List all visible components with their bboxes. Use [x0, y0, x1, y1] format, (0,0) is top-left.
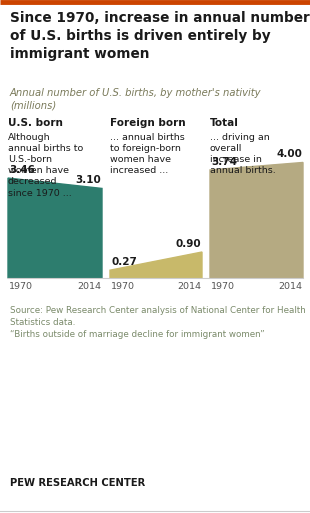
Text: 2014: 2014: [278, 282, 302, 291]
Text: 1970: 1970: [9, 282, 33, 291]
Text: 2014: 2014: [177, 282, 201, 291]
Text: Total: Total: [210, 118, 239, 128]
Polygon shape: [210, 163, 303, 278]
Text: ... annual births
to foreign-born
women have
increased ...: ... annual births to foreign-born women …: [110, 133, 185, 175]
Text: 4.00: 4.00: [276, 149, 302, 160]
Text: 1970: 1970: [111, 282, 135, 291]
Polygon shape: [8, 178, 102, 278]
Text: Although
annual births to
U.S.-born
women have
decreased
since 1970 ...: Although annual births to U.S.-born wome…: [8, 133, 83, 198]
Text: Foreign born: Foreign born: [110, 118, 186, 128]
Text: 2014: 2014: [77, 282, 101, 291]
Text: Since 1970, increase in annual number
of U.S. births is driven entirely by
immig: Since 1970, increase in annual number of…: [10, 11, 310, 61]
Text: Annual number of U.S. births, by mother's nativity
(millions): Annual number of U.S. births, by mother'…: [10, 88, 262, 110]
Text: 3.74: 3.74: [211, 157, 237, 167]
Text: PEW RESEARCH CENTER: PEW RESEARCH CENTER: [10, 478, 145, 488]
Text: U.S. born: U.S. born: [8, 118, 63, 128]
Text: 1970: 1970: [211, 282, 235, 291]
Text: Source: Pew Research Center analysis of National Center for Health
Statistics da: Source: Pew Research Center analysis of …: [10, 306, 306, 339]
Text: ... driving an
overall
increase in
annual births.: ... driving an overall increase in annua…: [210, 133, 276, 175]
Text: 3.10: 3.10: [75, 175, 101, 185]
Text: 0.90: 0.90: [175, 239, 201, 249]
Text: 3.46: 3.46: [9, 165, 35, 175]
Text: 0.27: 0.27: [111, 257, 137, 267]
Polygon shape: [110, 252, 202, 278]
